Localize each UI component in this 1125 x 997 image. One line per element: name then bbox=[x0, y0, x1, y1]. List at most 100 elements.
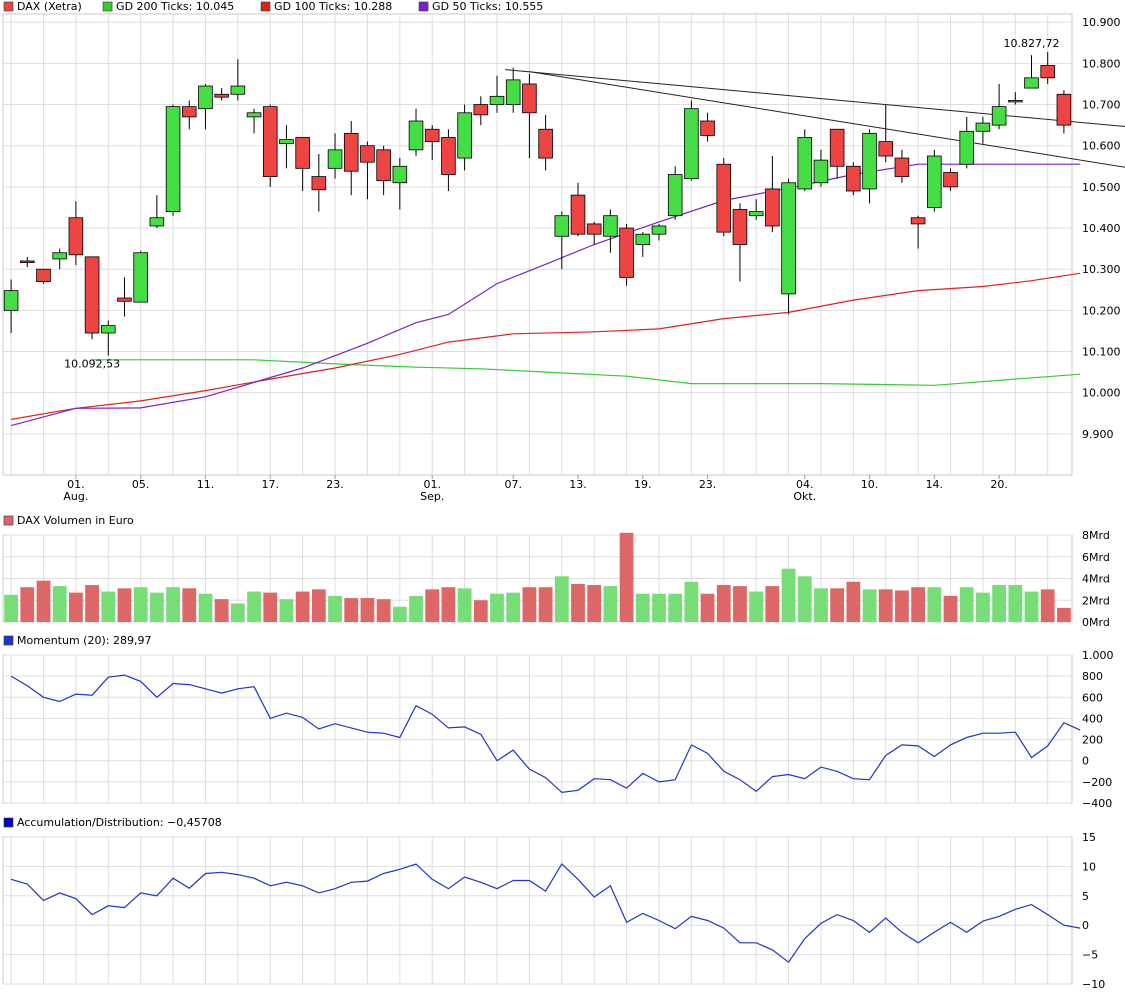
volume-bar bbox=[797, 576, 812, 622]
candle-body bbox=[117, 297, 132, 302]
volume-ytick-label: 6Mrd bbox=[1082, 551, 1110, 564]
candle-body bbox=[376, 149, 391, 182]
candle-body bbox=[52, 252, 67, 260]
candle-body bbox=[408, 120, 424, 151]
trendline bbox=[529, 71, 1125, 168]
momentum-ytick-label: −400 bbox=[1082, 797, 1112, 810]
volume-bar bbox=[749, 591, 764, 622]
momentum-ytick-label: 400 bbox=[1082, 712, 1103, 725]
price-xtick-label: 23. bbox=[699, 478, 717, 491]
volume-bar bbox=[1057, 607, 1071, 622]
price-xtick-label: 11. bbox=[197, 478, 215, 491]
candle-body bbox=[943, 172, 958, 188]
price-annotation: 10.827,72 bbox=[1004, 37, 1060, 50]
volume-bar bbox=[85, 585, 99, 622]
volume-bar bbox=[635, 593, 650, 622]
volume-bar bbox=[473, 600, 488, 622]
price-ytick-label: 10.000 bbox=[1082, 387, 1121, 400]
volume-bar bbox=[522, 587, 537, 622]
price-xtick-label: 01. bbox=[67, 478, 85, 491]
volume-bar bbox=[166, 587, 180, 622]
ad-line bbox=[10, 863, 1081, 964]
price-xtick-sublabel: Okt. bbox=[793, 490, 816, 503]
volume-bar bbox=[862, 589, 877, 622]
candle-body bbox=[1024, 77, 1039, 89]
momentum-ytick-label: 0 bbox=[1082, 755, 1089, 768]
candle-body bbox=[262, 106, 278, 177]
candle-body bbox=[991, 106, 1007, 126]
ad-ytick-label: −5 bbox=[1082, 949, 1098, 962]
candle-body bbox=[959, 130, 975, 165]
volume-ytick-label: 4Mrd bbox=[1082, 573, 1110, 586]
ma100-line bbox=[10, 272, 1081, 420]
candle-body bbox=[505, 79, 521, 105]
candle-body bbox=[473, 104, 489, 116]
price-xtick-sublabel: Aug. bbox=[63, 490, 88, 503]
candle-body bbox=[279, 139, 294, 145]
candle-body bbox=[894, 157, 910, 177]
price-xtick-label: 19. bbox=[634, 478, 652, 491]
volume-bar bbox=[733, 586, 747, 622]
candle-body bbox=[862, 132, 877, 190]
volume-bar bbox=[279, 599, 294, 622]
candle-body bbox=[165, 106, 181, 212]
momentum-plot-area bbox=[2, 654, 1073, 804]
candle-body bbox=[732, 209, 748, 245]
ad-ytick-label: 0 bbox=[1082, 919, 1089, 932]
candle-body bbox=[846, 165, 861, 192]
momentum-legend-label: Momentum (20): 289,97 bbox=[17, 634, 151, 647]
candle-body bbox=[36, 268, 51, 282]
volume-bar bbox=[587, 585, 602, 622]
price-plot-area bbox=[2, 13, 1073, 476]
price-annotation: 10.092,53 bbox=[64, 358, 120, 371]
volume-legend-swatch bbox=[3, 515, 14, 526]
candle-body bbox=[392, 165, 408, 184]
volume-bar bbox=[409, 595, 423, 622]
price-legend-label: GD 50 Ticks: 10.555 bbox=[432, 0, 543, 13]
volume-bar bbox=[425, 589, 440, 622]
candle-body bbox=[684, 108, 699, 180]
volume-bar bbox=[295, 591, 310, 622]
candle-body bbox=[781, 182, 796, 295]
price-legend-label: GD 200 Ticks: 10.045 bbox=[116, 0, 234, 13]
price-legend-label: DAX (Xetra) bbox=[17, 0, 82, 13]
candle-body bbox=[1056, 93, 1072, 126]
volume-bar bbox=[328, 595, 342, 622]
candle-body bbox=[975, 122, 991, 132]
candle-body bbox=[538, 128, 553, 159]
candle-body bbox=[181, 106, 197, 118]
volume-bar bbox=[311, 589, 326, 622]
volume-bar bbox=[765, 586, 780, 622]
volume-bar bbox=[392, 606, 407, 622]
candle-body bbox=[910, 217, 926, 225]
price-ytick-label: 10.600 bbox=[1082, 140, 1121, 153]
momentum-line bbox=[10, 674, 1081, 794]
price-xtick-label: 05. bbox=[132, 478, 150, 491]
volume-bar bbox=[133, 587, 148, 622]
candle-body bbox=[424, 128, 440, 142]
candle-body bbox=[927, 155, 942, 208]
candle-body bbox=[1008, 100, 1023, 103]
candle-body bbox=[700, 120, 715, 136]
price-legend-swatch bbox=[3, 1, 14, 12]
price-xtick-label: 07. bbox=[504, 478, 522, 491]
candle-body bbox=[586, 223, 602, 235]
candle-body bbox=[20, 260, 35, 264]
volume-bar bbox=[603, 586, 618, 622]
candle-body bbox=[343, 132, 359, 172]
candle-body bbox=[311, 176, 327, 191]
momentum-ytick-label: 1.000 bbox=[1082, 649, 1114, 662]
price-xtick-label: 14. bbox=[926, 478, 944, 491]
candle-body bbox=[522, 83, 537, 114]
candle-body bbox=[3, 290, 19, 311]
candle-body bbox=[748, 211, 764, 217]
volume-bar bbox=[911, 587, 926, 622]
ad-legend-swatch bbox=[3, 817, 14, 828]
candle-body bbox=[230, 85, 246, 95]
candle-body bbox=[829, 128, 845, 167]
volume-bar bbox=[506, 592, 521, 622]
volume-bar bbox=[263, 592, 278, 622]
volume-bar bbox=[1008, 585, 1023, 622]
volume-bar bbox=[457, 588, 472, 622]
